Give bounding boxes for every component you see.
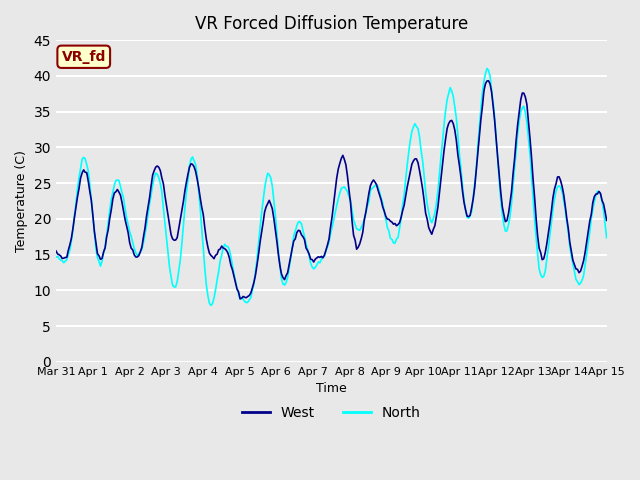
Text: VR_fd: VR_fd: [61, 50, 106, 64]
Title: VR Forced Diffusion Temperature: VR Forced Diffusion Temperature: [195, 15, 468, 33]
Y-axis label: Temperature (C): Temperature (C): [15, 150, 28, 252]
X-axis label: Time: Time: [316, 382, 347, 395]
Legend: West, North: West, North: [237, 400, 426, 426]
